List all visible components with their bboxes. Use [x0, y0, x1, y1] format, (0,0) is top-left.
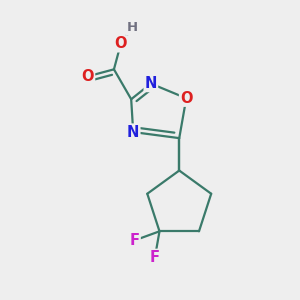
- Text: O: O: [180, 91, 193, 106]
- Text: F: F: [130, 233, 140, 248]
- Text: N: N: [127, 124, 140, 140]
- Text: O: O: [115, 36, 127, 51]
- Text: N: N: [145, 76, 157, 91]
- Text: O: O: [82, 69, 94, 84]
- Text: H: H: [126, 21, 137, 34]
- Text: F: F: [150, 250, 160, 265]
